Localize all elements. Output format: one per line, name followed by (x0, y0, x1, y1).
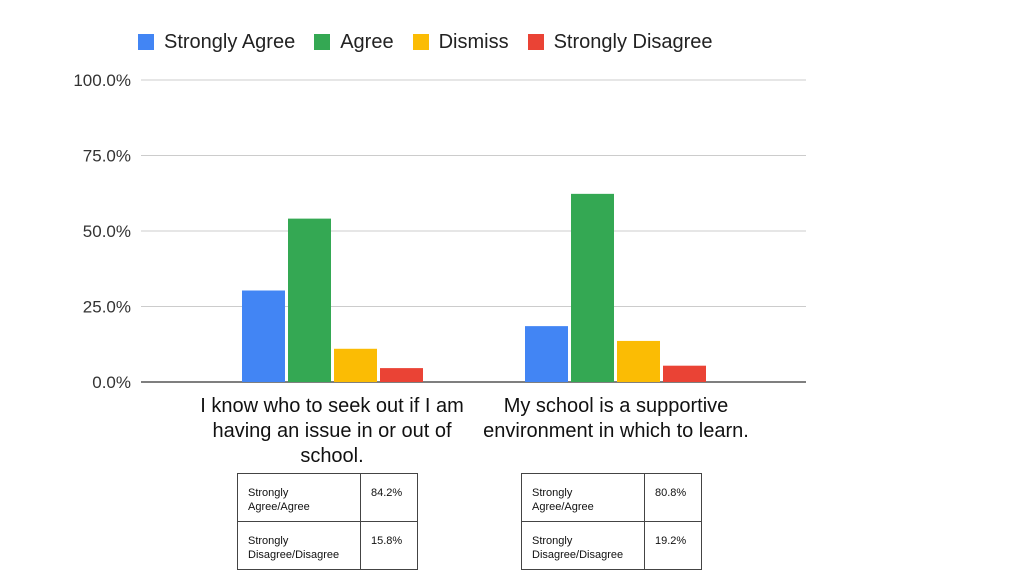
legend-swatch-strongly-disagree (527, 34, 544, 50)
table-cell-value: 84.2% (360, 473, 418, 522)
bar-agree-1 (571, 193, 614, 382)
legend-item-strongly-agree: Strongly Agree (138, 31, 295, 54)
bar-strongly-disagree-1 (663, 365, 706, 382)
y-tick-label: 25.0% (83, 298, 131, 317)
legend-item-dismiss: Dismiss (412, 30, 509, 54)
table-row: Strongly Agree/Agree 80.8% (521, 473, 702, 522)
legend-label-strongly-agree: Strongly Agree (164, 30, 296, 53)
y-tick-label: 0.0% (92, 373, 131, 392)
y-tick-label: 50.0% (83, 222, 131, 241)
legend-label-agree: Agree (340, 30, 394, 53)
legend-item-strongly-disagree: Strongly Disagree (527, 30, 713, 54)
legend-label-strongly-disagree: Strongly Disagree (553, 30, 713, 53)
table-cell-label: Strongly Agree/Agree (521, 473, 645, 522)
y-tick-label: 100.0% (73, 71, 131, 90)
y-tick-label: 75.0% (83, 147, 131, 166)
bar-strongly-disagree-0 (380, 368, 423, 382)
category-label-0: I know who to seek out if I am having an… (200, 395, 464, 467)
bar-agree-0 (288, 218, 331, 382)
bar-strongly-agree-0 (242, 290, 285, 382)
summary-table-0: Strongly Agree/Agree 84.2% Strongly Disa… (237, 473, 418, 570)
legend-item-agree: Agree (314, 30, 394, 54)
category-label-1: My school is a supportive environment in… (483, 395, 749, 442)
table-cell-value: 19.2% (644, 521, 702, 570)
table-cell-label: Strongly Disagree/Disagree (237, 521, 361, 570)
bar-chart: 0.0% 25.0% 50.0% 75.0% 100.0% (73, 71, 806, 392)
table-cell-label: Strongly Disagree/Disagree (521, 521, 645, 570)
legend-swatch-strongly-agree (138, 34, 154, 50)
table-cell-value: 15.8% (360, 521, 418, 570)
summary-table-1: Strongly Agree/Agree 80.8% Strongly Disa… (521, 473, 702, 570)
bar-strongly-agree-1 (525, 326, 568, 382)
table-row: Strongly Disagree/Disagree 19.2% (521, 521, 702, 570)
table-cell-label: Strongly Agree/Agree (237, 473, 361, 522)
legend-swatch-agree (314, 34, 331, 50)
bar-dismiss-1 (617, 340, 660, 382)
bar-dismiss-0 (334, 348, 377, 382)
legend-label-dismiss: Dismiss (438, 30, 509, 53)
chart-legend: Strongly Agree Agree Dismiss Strongly Di… (138, 28, 732, 56)
legend-swatch-dismiss (412, 34, 429, 50)
table-row: Strongly Agree/Agree 84.2% (237, 473, 418, 522)
table-cell-value: 80.8% (644, 473, 702, 522)
table-row: Strongly Disagree/Disagree 15.8% (237, 521, 418, 570)
